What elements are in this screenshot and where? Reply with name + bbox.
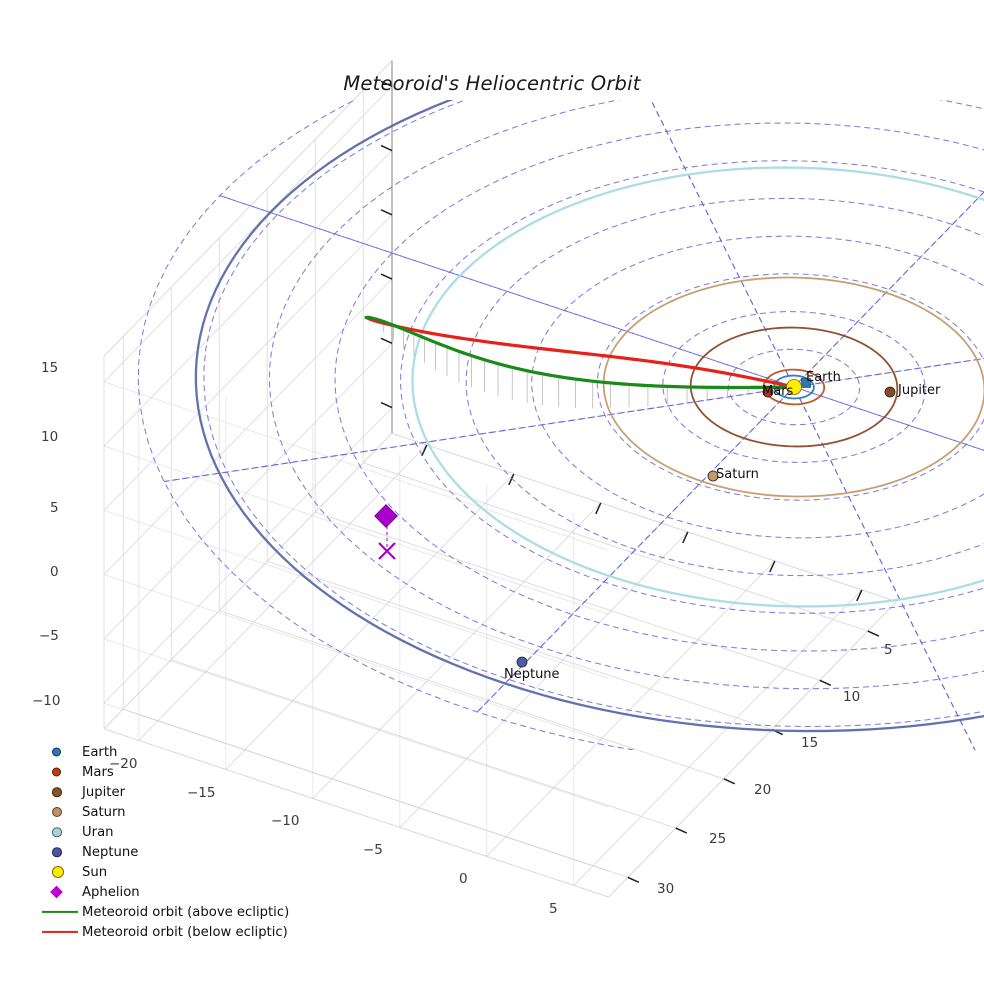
legend-marker-jupiter-icon xyxy=(40,782,80,802)
tick-label-y: 30 xyxy=(657,881,675,897)
legend-marker-earth-icon xyxy=(40,742,80,762)
legend-marker-mars-icon xyxy=(40,762,80,782)
body-label-earth: Earth xyxy=(806,370,841,385)
legend-marker-uran-icon xyxy=(40,822,80,842)
legend-label: Uran xyxy=(82,824,114,840)
legend-label: Aphelion xyxy=(82,884,140,900)
tick-label-y: 5 xyxy=(884,642,893,658)
page-title: Meteoroid's Heliocentric Orbit xyxy=(343,72,641,95)
tick-label-x: −10 xyxy=(271,813,300,829)
legend-label: Neptune xyxy=(82,844,139,860)
legend-label: Jupiter xyxy=(82,784,125,800)
tick-label-x: −20 xyxy=(109,756,138,772)
legend-label: Sun xyxy=(82,864,108,880)
tick-label-y: 10 xyxy=(843,689,861,705)
body-label-jupiter: Jupiter xyxy=(898,383,941,398)
legend-item: Meteoroid orbit (below ecliptic) xyxy=(40,922,300,942)
body-label-neptune: Neptune xyxy=(504,667,560,682)
body-label-mars: Mars xyxy=(762,384,794,399)
legend-marker-meteoroid-orbit-above-ecliptic-icon xyxy=(40,902,80,922)
tick-label-z: 0 xyxy=(50,564,59,580)
legend-marker-sun-icon xyxy=(40,862,80,882)
tick-label-z: −10 xyxy=(32,693,61,709)
trajectory-droplines xyxy=(373,318,770,409)
tick-label-z: 10 xyxy=(41,429,59,445)
legend-marker-saturn-icon xyxy=(40,802,80,822)
legend-item: Saturn xyxy=(40,802,300,822)
tick-label-z: −5 xyxy=(39,628,59,644)
tick-label-y: 25 xyxy=(709,831,727,847)
tick-label-y: 15 xyxy=(801,735,819,751)
tick-label-y: 20 xyxy=(754,782,772,798)
legend-item: Meteoroid orbit (above ecliptic) xyxy=(40,902,300,922)
legend-marker-meteoroid-orbit-below-ecliptic-icon xyxy=(40,922,80,942)
legend-label: Meteoroid orbit (above ecliptic) xyxy=(82,904,290,920)
polar-grid-dashed xyxy=(137,100,984,750)
legend-item: Mars xyxy=(40,762,300,782)
body-markers xyxy=(374,378,896,668)
legend-item: Sun xyxy=(40,862,300,882)
tick-label-x: 0 xyxy=(459,871,468,887)
tick-label-z: 15 xyxy=(41,360,59,376)
legend-label: Meteoroid orbit (below ecliptic) xyxy=(82,924,288,940)
tick-label-x: −5 xyxy=(363,842,383,858)
legend-item: Uran xyxy=(40,822,300,842)
meteoroid-trajectory xyxy=(364,315,796,390)
legend-label: Mars xyxy=(82,764,114,780)
legend-item: Aphelion xyxy=(40,882,300,902)
tick-label-z: 5 xyxy=(50,500,59,516)
legend-item: Neptune xyxy=(40,842,300,862)
legend-marker-aphelion-icon xyxy=(40,882,80,902)
legend-marker-neptune-icon xyxy=(40,842,80,862)
tick-label-x: 5 xyxy=(549,901,558,917)
legend-label: Saturn xyxy=(82,804,126,820)
legend: Earth Mars Jupiter Saturn Uran Neptune Sun Aphe… xyxy=(40,742,300,942)
legend-item: Earth xyxy=(40,742,300,762)
planet-orbit-ellipses xyxy=(194,100,984,733)
tick-label-x: −15 xyxy=(187,785,216,801)
legend-item: Jupiter xyxy=(40,782,300,802)
legend-label: Earth xyxy=(82,744,118,760)
axes-3d-frame xyxy=(103,60,897,898)
body-label-saturn: Saturn xyxy=(716,467,759,482)
